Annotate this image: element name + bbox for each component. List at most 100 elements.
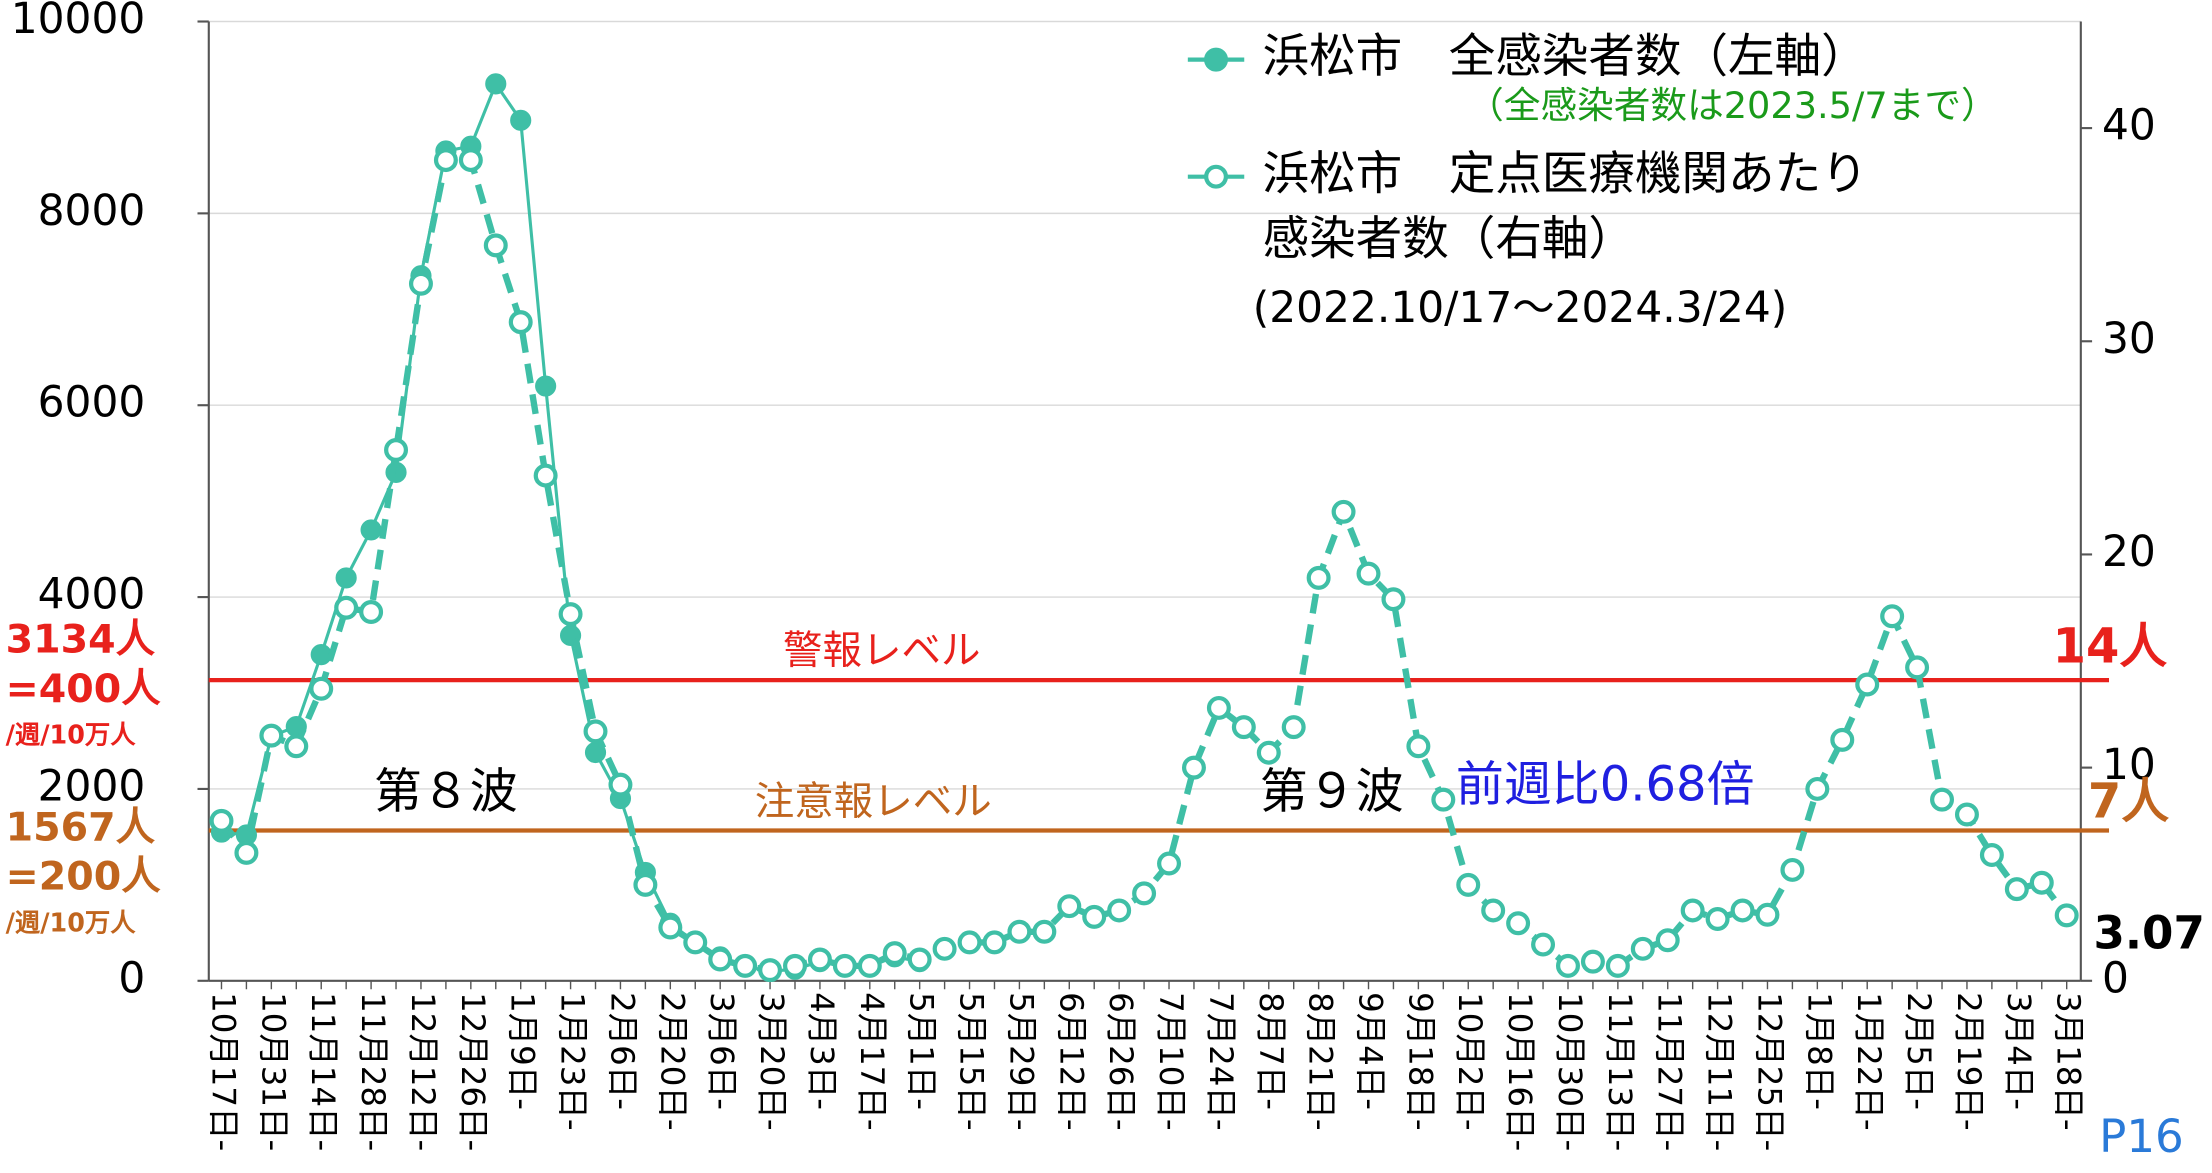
y-tick-label: 10000: [11, 0, 146, 43]
point: [234, 840, 259, 865]
point: [807, 947, 832, 972]
reference-left-label: =200人: [6, 854, 162, 900]
reference-right-label: 14人: [2053, 618, 2168, 674]
x-tick-label: 1月8日-: [1800, 992, 1838, 1110]
legend-label: 浜松市 全感染者数（左軸）: [1263, 29, 1868, 83]
point: [535, 375, 557, 397]
x-tick-label: 10月30日-: [1551, 992, 1589, 1151]
point: [1755, 902, 1780, 927]
point: [1531, 932, 1556, 957]
y-tick-label: 6000: [38, 378, 146, 427]
reference-right-label: 7人: [2088, 773, 2169, 829]
point: [1032, 919, 1057, 944]
x-tick-label: 1月23日-: [554, 992, 592, 1131]
y2-tick-label: 10: [2102, 740, 2156, 789]
y-tick-label: 2000: [38, 761, 146, 810]
x-tick-label: 10月31日-: [254, 992, 292, 1151]
period-label: (2022.10/17～2024.3/24): [1253, 283, 1788, 332]
point: [483, 233, 508, 258]
point: [1855, 672, 1880, 697]
point: [508, 310, 533, 335]
legend-note: （全感染者数は2023.5/7まで）: [1467, 84, 1998, 127]
point: [1805, 776, 1830, 801]
point: [485, 73, 507, 95]
point: [1680, 898, 1705, 923]
point: [1780, 857, 1805, 882]
x-tick-label: 1月9日-: [504, 992, 542, 1110]
point: [1356, 561, 1381, 586]
y-tick-label: 4000: [38, 570, 146, 619]
point: [1481, 898, 1506, 923]
point: [783, 953, 807, 978]
legend-label: 浜松市 定点医療機関あたり感染者数（右軸）: [1263, 146, 1868, 265]
x-tick-label: 12月26日-: [454, 992, 492, 1151]
point: [758, 958, 783, 983]
legend-marker: [1204, 47, 1229, 72]
point: [1730, 898, 1755, 923]
point: [1157, 851, 1182, 876]
y2-tick-label: 20: [2102, 527, 2156, 576]
point: [1057, 894, 1082, 919]
reference-left-label: 1567人: [6, 804, 156, 850]
x-tick-label: 6月26日-: [1102, 992, 1140, 1131]
x-tick-label: 11月14日-: [304, 992, 342, 1151]
point: [533, 463, 558, 488]
x-tick-label: 3月6日-: [703, 992, 741, 1110]
x-tick-label: 5月1日-: [903, 992, 941, 1110]
x-tick-label: 10月17日-: [204, 992, 242, 1151]
point: [1555, 953, 1580, 978]
point: [857, 953, 882, 978]
point: [310, 644, 332, 666]
x-tick-label: 8月7日-: [1252, 992, 1290, 1110]
x-tick-label: 11月28日-: [354, 992, 392, 1151]
point: [284, 734, 309, 759]
point: [1605, 953, 1630, 978]
point: [832, 953, 857, 978]
point: [1381, 587, 1406, 612]
point: [384, 437, 409, 462]
reference-left-label: =400人: [6, 666, 162, 712]
y-tick-label: 8000: [38, 186, 146, 235]
series-line: [218, 156, 2070, 974]
x-tick-label: 10月16日-: [1501, 992, 1539, 1151]
x-tick-label: 9月4日-: [1352, 992, 1390, 1110]
value-label: 3.07: [2094, 907, 2205, 960]
point: [907, 947, 932, 972]
reference-label: 注意報レベル: [755, 779, 992, 825]
series-line: [221, 80, 920, 973]
point: [2004, 877, 2029, 902]
point: [458, 148, 483, 173]
point: [209, 808, 234, 833]
point: [309, 676, 334, 701]
point: [359, 600, 384, 624]
point: [932, 936, 957, 961]
point: [1007, 919, 1032, 944]
point: [360, 519, 382, 541]
x-tick-label: 12月25日-: [1750, 992, 1788, 1151]
x-tick-label: 6月12日-: [1052, 992, 1090, 1131]
point: [1580, 949, 1605, 974]
point: [1206, 695, 1231, 720]
point: [259, 723, 284, 748]
x-tick-label: 10月2日-: [1451, 992, 1489, 1131]
x-tick-label: 3月18日-: [2050, 992, 2088, 1131]
point: [658, 915, 683, 940]
x-tick-label: 7月24日-: [1202, 992, 1240, 1131]
reference-left-label: /週/10万人: [6, 907, 137, 937]
point: [1705, 906, 1730, 931]
point: [882, 941, 907, 966]
page-label: P16: [2099, 1110, 2184, 1163]
x-tick-label: 4月17日-: [853, 992, 891, 1131]
point: [633, 872, 658, 897]
point: [1107, 898, 1132, 923]
x-tick-label: 12月11日-: [1701, 992, 1739, 1151]
x-tick-label: 11月27日-: [1651, 992, 1689, 1151]
point: [982, 930, 1007, 955]
point: [1082, 904, 1107, 929]
point: [2029, 870, 2054, 895]
y-tick-label: 0: [118, 953, 145, 1002]
point: [1406, 734, 1431, 759]
point: [1132, 881, 1157, 906]
x-tick-label: 2月6日-: [603, 992, 641, 1110]
